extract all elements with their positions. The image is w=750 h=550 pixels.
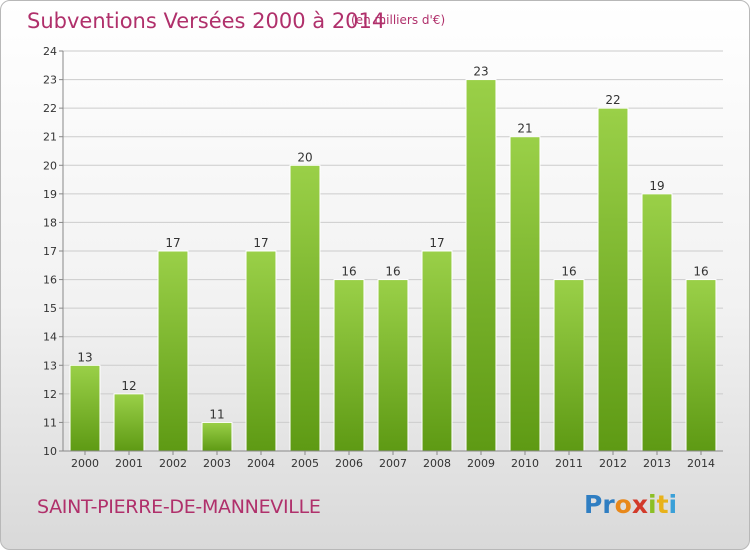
data-label-2007: 16 xyxy=(385,265,400,279)
data-label-2006: 16 xyxy=(341,265,356,279)
bar-2008 xyxy=(421,250,453,452)
x-tick-label-2008: 2008 xyxy=(423,457,451,470)
x-tick-label-2001: 2001 xyxy=(115,457,143,470)
y-tick-label: 15 xyxy=(43,302,57,315)
bar-2013 xyxy=(641,193,673,452)
x-tick-label-2000: 2000 xyxy=(71,457,99,470)
y-tick-label: 24 xyxy=(43,45,57,58)
bar-2004 xyxy=(245,250,277,452)
y-tick-label: 20 xyxy=(43,159,57,172)
y-tick-label: 10 xyxy=(43,445,57,458)
data-label-2012: 22 xyxy=(605,93,620,107)
data-label-2010: 21 xyxy=(517,122,532,136)
bar-2002 xyxy=(157,250,189,452)
data-label-2003: 11 xyxy=(209,407,224,421)
bar-2001 xyxy=(113,393,145,452)
bar-2014 xyxy=(685,279,717,452)
proxiti-logo: Proxiti xyxy=(584,490,678,519)
x-tick-label-2002: 2002 xyxy=(159,457,187,470)
y-tick-label: 23 xyxy=(43,74,57,87)
data-label-2005: 20 xyxy=(297,150,312,164)
data-label-2014: 16 xyxy=(693,265,708,279)
y-tick-label: 18 xyxy=(43,216,57,229)
bar-2007 xyxy=(377,279,409,452)
chart-title: Subventions Versées 2000 à 2014 xyxy=(27,9,386,33)
x-tick-label-2010: 2010 xyxy=(511,457,539,470)
x-tick-label-2003: 2003 xyxy=(203,457,231,470)
bar-2006 xyxy=(333,279,365,452)
y-tick-label: 11 xyxy=(43,416,57,429)
x-tick-label-2012: 2012 xyxy=(599,457,627,470)
bar-2000 xyxy=(69,364,101,452)
y-tick-label: 16 xyxy=(43,274,57,287)
data-label-2001: 12 xyxy=(121,379,136,393)
y-tick-label: 19 xyxy=(43,188,57,201)
data-label-2002: 17 xyxy=(165,236,180,250)
bar-2009 xyxy=(465,79,497,452)
data-label-2000: 13 xyxy=(77,350,92,364)
data-label-2011: 16 xyxy=(561,265,576,279)
bar-2010 xyxy=(509,136,541,452)
y-tick-label: 12 xyxy=(43,388,57,401)
bar-2003 xyxy=(201,421,233,452)
y-tick-label: 13 xyxy=(43,359,57,372)
y-tick-label: 21 xyxy=(43,131,57,144)
bar-2005 xyxy=(289,164,321,452)
x-tick-label-2004: 2004 xyxy=(247,457,275,470)
x-tick-label-2011: 2011 xyxy=(555,457,583,470)
x-tick-label-2014: 2014 xyxy=(687,457,715,470)
bar-2012 xyxy=(597,107,629,452)
commune-name: SAINT-PIERRE-DE-MANNEVILLE xyxy=(37,496,321,518)
data-label-2009: 23 xyxy=(473,65,488,79)
chart-subtitle: (en milliers d'€) xyxy=(351,13,446,27)
data-label-2013: 19 xyxy=(649,179,664,193)
y-tick-label: 17 xyxy=(43,245,57,258)
x-tick-label-2013: 2013 xyxy=(643,457,671,470)
x-tick-label-2006: 2006 xyxy=(335,457,363,470)
y-tick-label: 22 xyxy=(43,102,57,115)
data-label-2008: 17 xyxy=(429,236,444,250)
x-tick-label-2005: 2005 xyxy=(291,457,319,470)
x-tick-label-2007: 2007 xyxy=(379,457,407,470)
data-label-2004: 17 xyxy=(253,236,268,250)
x-tick-label-2009: 2009 xyxy=(467,457,495,470)
y-tick-label: 14 xyxy=(43,331,57,344)
bar-2011 xyxy=(553,279,585,452)
